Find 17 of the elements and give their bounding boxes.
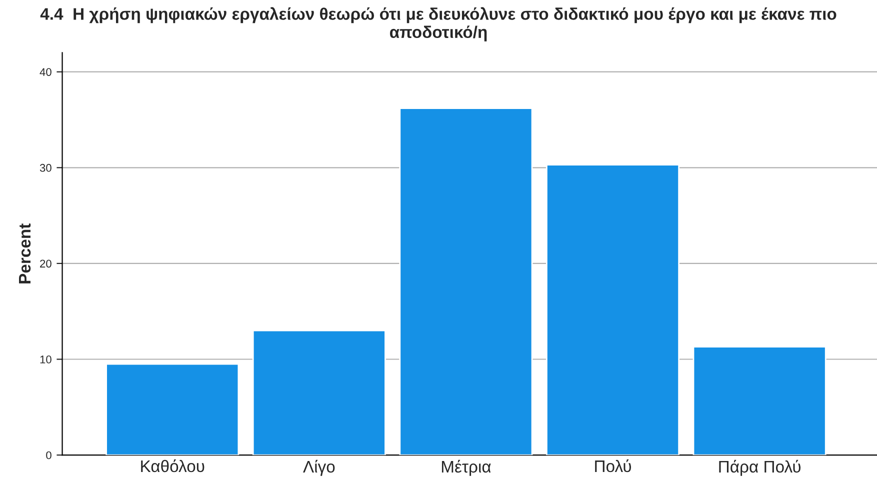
x-tick-label: Μέτρια bbox=[442, 460, 491, 476]
x-tick-label: Καθόλου bbox=[141, 459, 204, 472]
x-tick-label: Πολύ bbox=[595, 459, 631, 472]
x-tick-label: Πάρα Πολύ bbox=[719, 460, 800, 476]
bar bbox=[252, 330, 386, 456]
bar bbox=[106, 363, 240, 456]
bar bbox=[546, 164, 680, 456]
x-tick-label: Λίγο bbox=[303, 460, 335, 476]
bar bbox=[399, 108, 533, 456]
y-axis-title: Percent bbox=[19, 224, 31, 284]
bar bbox=[692, 346, 826, 456]
y-tick-label: 10 bbox=[40, 356, 52, 364]
y-tick-label: 30 bbox=[40, 164, 52, 172]
y-tick-label: 0 bbox=[46, 451, 52, 460]
chart-title: 4.4 Η χρήση ψηφιακών εργαλείων θεωρώ ότι με διευκόλυνε στο διδακτικό μου έργο και με έκανε πιο αποδοτικό/η bbox=[40, 7, 836, 42]
y-tick-label: 40 bbox=[40, 68, 52, 76]
y-tick-label: 20 bbox=[40, 260, 52, 268]
